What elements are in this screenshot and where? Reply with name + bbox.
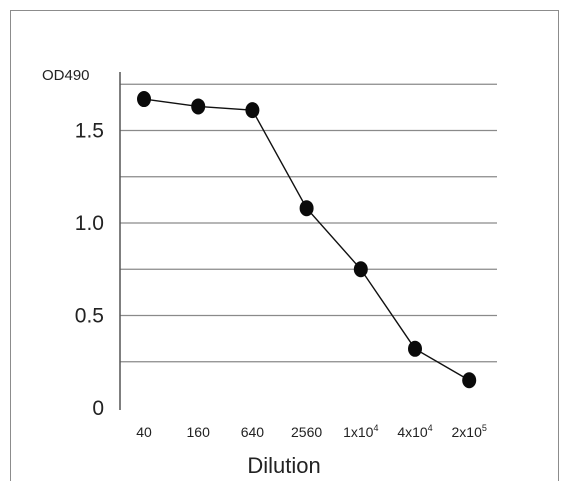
y-tick-label: 0 — [92, 397, 104, 420]
data-point — [191, 98, 206, 115]
x-tick-label: 640 — [241, 424, 265, 440]
x-tick-label: 4x104 — [397, 423, 432, 440]
gridlines — [120, 83, 497, 363]
x-tick-labels: 40 160 640 2560 1x104 4x104 2x105 — [136, 423, 487, 440]
y-tick-label: 0.5 — [75, 305, 104, 328]
data-point — [462, 372, 477, 389]
series-line — [143, 98, 470, 381]
y-tick-label: 1.0 — [75, 212, 104, 235]
y-axis-title: OD490 — [42, 67, 90, 84]
y-tick-labels: 0 0.5 1.0 1.5 — [75, 120, 104, 421]
x-tick-label: 1x104 — [343, 423, 378, 440]
x-tick-label: 2x105 — [452, 423, 487, 440]
chart-frame — [10, 10, 559, 481]
data-point — [408, 340, 422, 357]
data-point — [299, 200, 314, 217]
x-tick-label: 2560 — [291, 424, 322, 440]
x-tick-label: 160 — [187, 424, 211, 440]
data-point — [245, 102, 260, 119]
data-point — [137, 91, 151, 108]
x-tick-label: 40 — [136, 424, 152, 440]
data-point — [353, 261, 368, 278]
data-points — [137, 91, 477, 389]
y-tick-label: 1.5 — [75, 120, 104, 143]
x-axis-title: Dilution — [247, 453, 320, 478]
